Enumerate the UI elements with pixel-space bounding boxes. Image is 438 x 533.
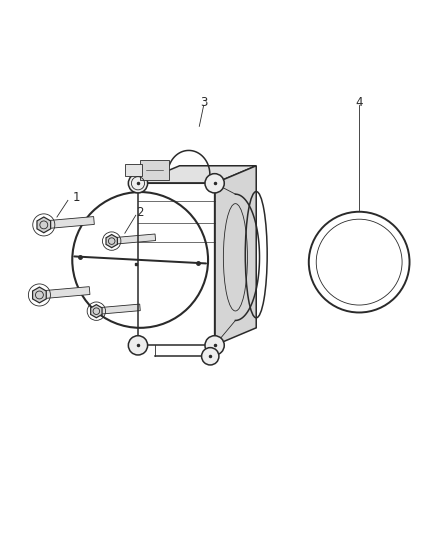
Circle shape bbox=[201, 348, 219, 365]
Polygon shape bbox=[37, 217, 51, 233]
Polygon shape bbox=[140, 160, 169, 180]
Circle shape bbox=[205, 174, 224, 193]
Text: 2: 2 bbox=[136, 206, 144, 219]
Polygon shape bbox=[39, 287, 90, 299]
Text: 3: 3 bbox=[200, 96, 207, 109]
Polygon shape bbox=[32, 287, 46, 303]
Polygon shape bbox=[125, 164, 142, 176]
Polygon shape bbox=[91, 304, 102, 318]
Circle shape bbox=[205, 336, 224, 355]
Circle shape bbox=[128, 336, 148, 355]
Text: 1: 1 bbox=[73, 191, 81, 204]
Polygon shape bbox=[215, 166, 256, 345]
Circle shape bbox=[128, 174, 148, 193]
Polygon shape bbox=[111, 234, 155, 244]
Polygon shape bbox=[138, 166, 256, 183]
Polygon shape bbox=[106, 235, 117, 248]
Polygon shape bbox=[43, 216, 94, 229]
Polygon shape bbox=[96, 304, 140, 314]
Text: 4: 4 bbox=[355, 96, 363, 109]
